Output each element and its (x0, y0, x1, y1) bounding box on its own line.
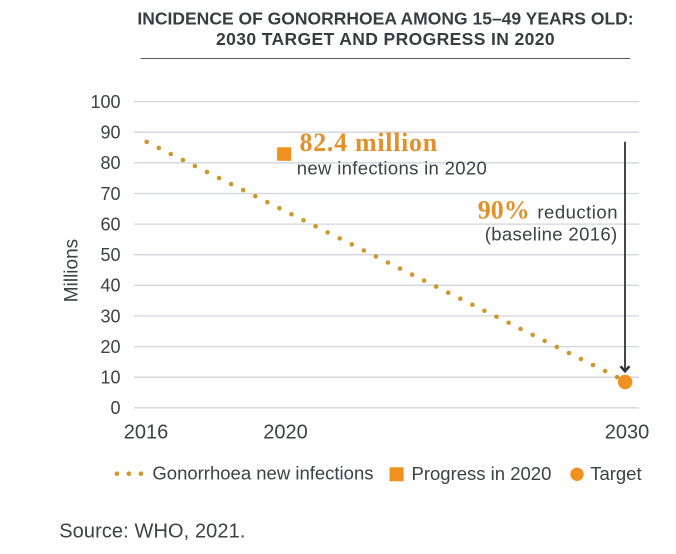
svg-text:90% reduction: 90% reduction (478, 196, 618, 225)
svg-text:new infections in 2020: new infections in 2020 (297, 157, 487, 178)
svg-text:(baseline 2016): (baseline 2016) (485, 224, 618, 245)
svg-text:80: 80 (100, 153, 120, 173)
svg-text:60: 60 (100, 215, 120, 235)
svg-text:20: 20 (100, 337, 120, 357)
svg-text:100: 100 (90, 92, 120, 112)
svg-text:90: 90 (100, 123, 120, 143)
svg-text:10: 10 (100, 368, 120, 388)
svg-text:2030 TARGET AND PROGRESS IN 20: 2030 TARGET AND PROGRESS IN 2020 (216, 29, 555, 49)
svg-text:2016: 2016 (124, 422, 169, 444)
svg-text:30: 30 (100, 306, 120, 326)
svg-text:50: 50 (100, 245, 120, 265)
svg-text:Gonorrhoea new infections: Gonorrhoea new infections (152, 463, 373, 484)
svg-text:70: 70 (100, 184, 120, 204)
svg-text:Millions: Millions (62, 239, 83, 302)
svg-text:0: 0 (110, 398, 120, 418)
svg-text:Progress in 2020: Progress in 2020 (412, 463, 552, 484)
svg-text:82.4 million: 82.4 million (300, 128, 438, 157)
svg-text:Source: WHO, 2021.: Source: WHO, 2021. (59, 520, 245, 542)
svg-text:40: 40 (100, 276, 120, 296)
svg-text:INCIDENCE OF GONORRHOEA AMONG: INCIDENCE OF GONORRHOEA AMONG 15–49 YEAR… (137, 9, 633, 29)
svg-text:Target: Target (590, 463, 641, 484)
svg-text:2020: 2020 (263, 422, 308, 444)
svg-text:2030: 2030 (605, 422, 650, 444)
